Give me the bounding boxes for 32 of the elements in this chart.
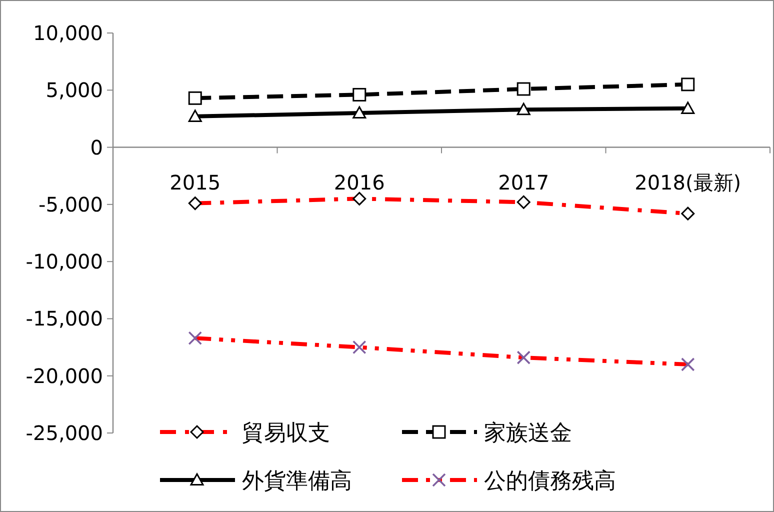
point [188, 110, 202, 122]
point [681, 78, 695, 92]
y-tick-label: 5,000 [46, 78, 103, 102]
y-tick-label: 10,000 [33, 21, 103, 45]
point [352, 340, 366, 354]
point [516, 102, 530, 116]
y-tick-label: -5,000 [38, 192, 103, 216]
point [352, 106, 366, 119]
point [681, 102, 695, 114]
point [188, 196, 202, 210]
point [681, 206, 695, 220]
y-tick-label: -15,000 [26, 306, 103, 331]
y-tick-label: -20,000 [26, 364, 103, 388]
point [352, 192, 366, 206]
y-tick-label: -10,000 [26, 250, 103, 274]
point [188, 331, 202, 346]
x-tick-label: 2016 [334, 170, 385, 194]
y-tick-label: -25,000 [26, 421, 103, 445]
x-tick-label: 2015 [170, 170, 221, 194]
legend-label: 外貨準備高 [242, 469, 352, 494]
x-tick-label: 2017 [498, 170, 550, 194]
x-tick-label: 2018(最新) [634, 170, 742, 194]
legend-label: 公的債務残高 [484, 469, 616, 494]
legend-label: 家族送金 [484, 421, 572, 446]
y-tick-label: 0 [90, 135, 103, 160]
point [352, 88, 366, 102]
point [516, 82, 530, 96]
point [516, 195, 530, 209]
point [188, 91, 202, 105]
point [680, 358, 695, 372]
legend-label: 貿易収支 [242, 421, 330, 446]
point [516, 350, 531, 364]
